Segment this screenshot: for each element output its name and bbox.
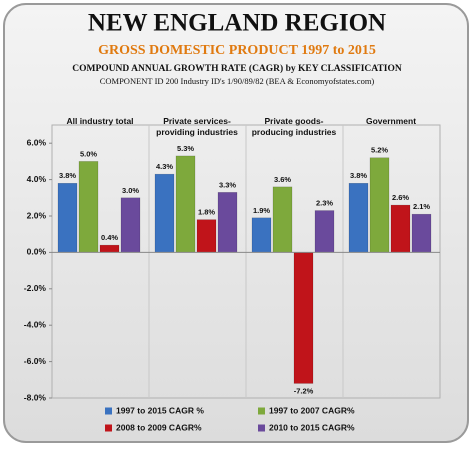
bar: [57, 182, 78, 253]
y-tick-label: -2.0%: [24, 283, 47, 293]
y-tick-label: 0.0%: [27, 247, 47, 257]
category-label: Private goods-producing industries: [251, 116, 337, 137]
category-label: Private services-providing industries: [156, 116, 238, 137]
y-tick-label: 2.0%: [27, 210, 47, 220]
chart-title: NEW ENGLAND REGION: [88, 10, 386, 37]
bar: [78, 161, 99, 253]
chart-subtitle: GROSS DOMESTIC PRODUCT 1997 to 2015: [98, 43, 376, 58]
bar: [348, 182, 369, 253]
bar: [293, 252, 314, 384]
value-label: 1.9%: [253, 206, 270, 215]
bar: [369, 157, 390, 253]
bar: [272, 186, 293, 253]
legend-label: 2008 to 2009 CAGR%: [116, 422, 202, 432]
value-label: 3.6%: [274, 175, 291, 184]
bar: [217, 192, 238, 253]
legend-label: 2010 to 2015 CAGR%: [269, 422, 355, 432]
value-label: 5.2%: [371, 146, 388, 155]
legend-swatch: [105, 424, 112, 432]
chart-caption: COMPOUND ANNUAL GROWTH RATE (CAGR) by KE…: [72, 63, 402, 74]
bar: [120, 197, 141, 253]
legend-swatch: [258, 424, 265, 432]
value-label: 3.3%: [219, 180, 236, 189]
legend-label: 1997 to 2015 CAGR %: [116, 405, 204, 415]
bar: [390, 204, 411, 253]
value-label: 0.4%: [101, 233, 118, 242]
value-label: 2.1%: [413, 202, 430, 211]
category-label: Government: [365, 116, 417, 126]
category-label: All industry total: [66, 116, 134, 126]
bar: [196, 219, 217, 253]
value-label: 3.8%: [350, 171, 367, 180]
legend-swatch: [258, 407, 265, 415]
bar: [175, 155, 196, 253]
bar: [411, 213, 432, 253]
y-tick-label: 4.0%: [27, 174, 47, 184]
bar: [314, 210, 335, 253]
legend-label: 1997 to 2007 CAGR%: [269, 405, 355, 415]
value-label: 2.6%: [392, 193, 409, 202]
legend-swatch: [105, 407, 112, 415]
bar: [99, 244, 120, 253]
y-tick-label: -6.0%: [24, 356, 47, 366]
value-label: 1.8%: [198, 208, 215, 217]
value-label: 3.0%: [122, 186, 139, 195]
value-label: 5.0%: [80, 149, 97, 158]
y-tick-label: -8.0%: [24, 392, 47, 402]
value-label: 4.3%: [156, 162, 173, 171]
value-label: 3.8%: [59, 171, 76, 180]
chart-source: COMPONENT ID 200 Industry ID's 1/90/89/8…: [100, 76, 375, 86]
value-label: 5.3%: [177, 144, 194, 153]
y-tick-label: 6.0%: [27, 137, 47, 147]
value-label: 2.3%: [316, 199, 333, 208]
bar: [251, 217, 272, 253]
value-label: -7.2%: [294, 386, 314, 395]
bar: [154, 173, 175, 253]
y-tick-label: -4.0%: [24, 319, 47, 329]
